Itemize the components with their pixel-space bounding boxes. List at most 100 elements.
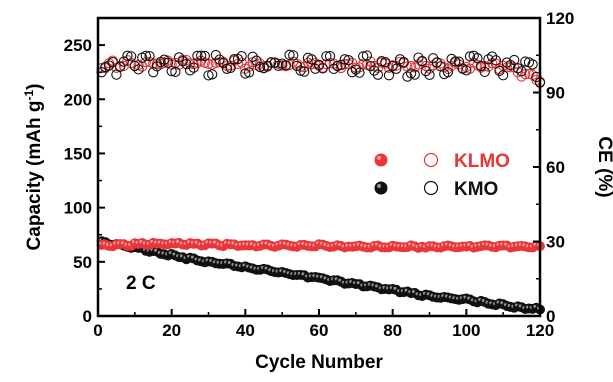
- kmo-ce-point: [122, 50, 133, 61]
- klmo-ce-point: [339, 58, 350, 70]
- kmo-ce-point: [394, 54, 406, 65]
- y-right-tick-label: 120: [546, 9, 574, 28]
- kmo-ce-point: [214, 54, 225, 65]
- point-highlight: [212, 240, 216, 244]
- x-tick-label: 60: [310, 321, 329, 340]
- x-tick-label: 0: [93, 321, 102, 340]
- kmo-ce-point: [343, 55, 354, 66]
- kmo-ce-point: [225, 62, 236, 73]
- kmo-ce-point: [424, 69, 435, 81]
- kmo-ce-point: [299, 66, 310, 77]
- kmo-ce-point: [376, 56, 387, 67]
- kmo-ce-point: [442, 67, 454, 78]
- kmo-ce-point: [144, 50, 155, 62]
- kmo-ce-point: [475, 60, 487, 72]
- kmo-ce-point: [416, 55, 428, 67]
- kmo-ce-point: [114, 61, 126, 73]
- y-right-tick-label: 90: [546, 84, 565, 103]
- klmo-ce-point: [428, 60, 439, 71]
- kmo-ce-point: [358, 51, 369, 62]
- kmo-ce-point: [498, 70, 509, 81]
- kmo-ce-point: [479, 66, 490, 78]
- point-highlight: [356, 281, 360, 285]
- kmo-ce-point: [125, 51, 137, 62]
- klmo-ce-point: [409, 62, 420, 73]
- kmo-ce-point: [184, 65, 196, 76]
- kmo-ce-point: [195, 50, 207, 61]
- point-highlight: [179, 254, 183, 258]
- point-highlight: [154, 248, 158, 252]
- kmo-ce-point: [140, 50, 152, 62]
- point-highlight: [190, 255, 194, 259]
- kmo-ce-point: [203, 70, 214, 81]
- kmo-ce-point: [383, 70, 395, 81]
- kmo-ce-point: [310, 63, 321, 74]
- y-axis-title-right: CE (%): [594, 136, 613, 197]
- kmo-ce-point: [387, 61, 398, 72]
- kmo-ce-point: [247, 51, 258, 62]
- klmo-legend-filled-marker: [374, 153, 388, 167]
- kmo-ce-point: [346, 67, 358, 78]
- kmo-ce-point: [527, 59, 538, 70]
- kmo-ce-point: [236, 51, 247, 62]
- kmo-ce-point: [207, 69, 218, 80]
- klmo-ce-point: [520, 69, 531, 80]
- y-left-tick-label: 100: [64, 199, 92, 218]
- kmo-ce-point: [306, 54, 317, 65]
- kmo-ce-point: [284, 49, 295, 60]
- y-axis-title-superscript: -1: [22, 90, 36, 101]
- point-highlight: [301, 272, 305, 276]
- kmo-ce-point: [324, 51, 336, 62]
- x-tick-label: 20: [162, 321, 181, 340]
- kmo-ce-point: [288, 50, 299, 61]
- kmo-ce-point: [413, 52, 424, 63]
- y-left-tick-label: 200: [64, 90, 92, 109]
- kmo-ce-point: [509, 54, 520, 66]
- kmo-ce-point: [188, 62, 199, 73]
- y-left-tick-label: 150: [64, 144, 92, 163]
- point-highlight: [338, 278, 342, 282]
- kmo-legend-open-marker: [423, 180, 439, 196]
- kmo-ce-point: [409, 69, 420, 80]
- kmo-ce-point: [148, 67, 159, 78]
- point-highlight: [227, 261, 231, 265]
- kmo-ce-point: [162, 57, 174, 68]
- kmo-ce-point: [391, 63, 402, 74]
- kmo-ce-point: [420, 65, 431, 77]
- x-tick-label: 40: [236, 321, 255, 340]
- kmo-ce-point: [361, 50, 373, 61]
- kmo-ce-point: [321, 51, 332, 62]
- kmo-ce-point: [218, 57, 229, 69]
- y-right-tick-label: 60: [546, 158, 565, 177]
- kmo-ce-point: [170, 66, 181, 78]
- kmo-ce-point: [372, 69, 384, 80]
- y-left-tick-label: 0: [83, 307, 92, 326]
- klmo-ce-point: [486, 57, 498, 69]
- kmo-ce-point: [229, 54, 240, 65]
- klmo-legend-open-marker: [423, 152, 439, 168]
- y-left-tick-label: 50: [73, 253, 92, 272]
- kmo-ce-point: [490, 55, 501, 66]
- kmo-ce-point: [512, 63, 524, 74]
- kmo-ce-point: [402, 71, 413, 82]
- kmo-ce-point: [199, 50, 210, 62]
- x-tick-label: 120: [526, 321, 554, 340]
- kmo-ce-point: [232, 53, 244, 65]
- kmo-ce-point: [461, 65, 472, 76]
- point-highlight: [377, 156, 381, 160]
- point-highlight: [411, 290, 415, 294]
- point-highlight: [503, 242, 507, 246]
- kmo-ce-point: [350, 64, 361, 75]
- kmo-ce-point: [520, 56, 531, 67]
- kmo-ce-point: [107, 56, 118, 68]
- kmo-ce-point: [129, 60, 140, 72]
- kmo-ce-point: [483, 54, 494, 65]
- klmo-ce-point: [284, 59, 295, 71]
- kmo-ce-point: [464, 51, 476, 62]
- klmo-ce-point: [483, 61, 494, 72]
- kmo-ce-point: [118, 56, 129, 67]
- kmo-ce-point: [177, 56, 188, 67]
- kmo-legend-filled-marker: [374, 181, 388, 195]
